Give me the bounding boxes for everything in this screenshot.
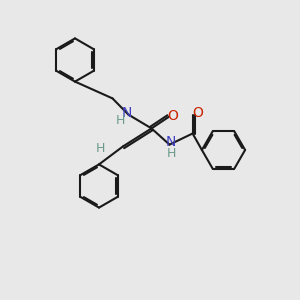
- Text: H: H: [115, 114, 125, 127]
- Text: H: H: [96, 142, 106, 155]
- Text: O: O: [167, 109, 178, 122]
- Text: H: H: [166, 146, 176, 160]
- Text: N: N: [166, 135, 176, 148]
- Text: O: O: [193, 106, 203, 120]
- Text: N: N: [122, 106, 132, 120]
